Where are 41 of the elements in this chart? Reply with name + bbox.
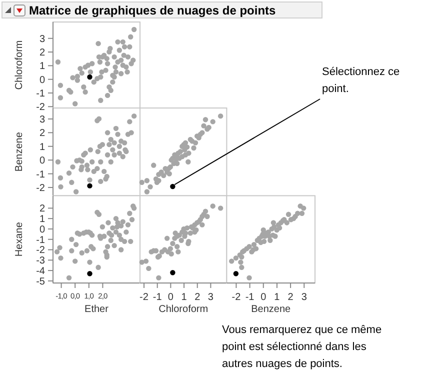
x-tick-label: 1 xyxy=(181,292,188,304)
x-tick-label: 3 xyxy=(208,292,214,304)
y-tick-label: 3 xyxy=(39,34,46,45)
y-tick-label: -1 xyxy=(36,88,46,100)
y-tick-label: 0 xyxy=(39,156,46,167)
x-tick-label: -2 xyxy=(140,292,149,304)
text: Vous remarquerez que ce même point est sélectionné dans les autres nuages de points. xyxy=(222,324,382,370)
y-tick-label: -2 xyxy=(36,245,46,256)
x-tick-label: -1 xyxy=(245,292,255,304)
x-tick-label: 2 xyxy=(288,292,294,304)
y-tick-label: -2 xyxy=(36,102,46,114)
y-tick-label: 2 xyxy=(39,48,46,59)
y-tick-label: -4 xyxy=(36,266,46,278)
y-axis-title: Chloroform xyxy=(14,40,25,90)
y-tick-label: -2 xyxy=(36,182,46,194)
y-tick-label: 0 xyxy=(39,224,46,236)
x-tick-label: 1 xyxy=(274,292,280,304)
x-tick-label: 3 xyxy=(301,292,308,304)
x-axis-title: Ether xyxy=(84,304,110,315)
y-tick-label: -1 xyxy=(36,169,46,180)
y-tick-label: 2 xyxy=(39,128,46,140)
y-tick-label: 1 xyxy=(39,214,46,226)
y-tick-label: -3 xyxy=(36,256,46,267)
y-tick-label: 2 xyxy=(39,204,46,215)
x-axis-title: Benzene xyxy=(251,304,292,315)
x-tick-label: 0 xyxy=(260,292,267,304)
x-axis-title: Chloroform xyxy=(158,304,208,315)
y-tick-label: 0 xyxy=(39,74,46,86)
y-axis-title: Hexane xyxy=(14,222,25,257)
x-tick-label: 0 xyxy=(168,292,174,304)
y-tick-label: 1 xyxy=(39,142,46,153)
chart-title: Matrice de graphiques de nuages de points xyxy=(29,4,276,18)
x-tick-label: -1 xyxy=(152,292,162,304)
annotation: Sélectionnez ce point. xyxy=(322,66,400,95)
y-tick-label: 3 xyxy=(39,114,46,126)
x-tick-label: 2 xyxy=(194,292,201,304)
y-tick-label: -5 xyxy=(36,276,46,288)
x-tick-label: -2 xyxy=(232,292,242,304)
y-axis-title: Benzene xyxy=(14,132,25,172)
y-tick-label: -1 xyxy=(36,234,46,246)
y-tick-label: 1 xyxy=(39,61,46,72)
